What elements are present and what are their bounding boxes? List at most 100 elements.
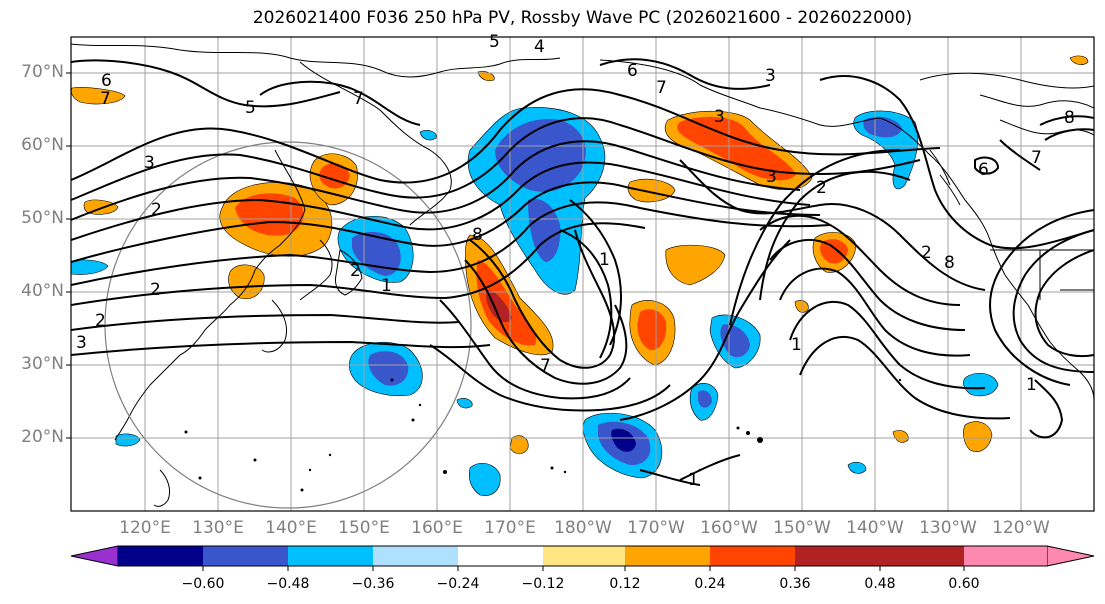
anomaly-blob	[509, 435, 529, 454]
anomaly-blob	[71, 259, 109, 275]
colorbar-segment	[203, 546, 288, 566]
contour-label: 3	[765, 66, 776, 86]
colorbar-segment	[118, 546, 203, 566]
colorbar-tick-label: 0.48	[864, 576, 896, 592]
map-title: 2026021400 F036 250 hPa PV, Rossby Wave …	[252, 8, 913, 28]
anomaly-blob	[368, 351, 409, 386]
contour-label: 3	[144, 153, 155, 173]
anomaly-blob	[1069, 55, 1089, 65]
anomaly-blob	[486, 290, 512, 323]
contour-label: 1	[599, 250, 610, 270]
lon-label: 160°W	[700, 518, 758, 538]
contour-labels: 6 7 5 4 5 6 7 3 2 1 2 8 1 7 3 2 1 7 2 8 …	[76, 32, 1075, 490]
colorbar	[70, 545, 1095, 571]
colorbar-tick-label: −0.48	[266, 576, 310, 592]
contour-label: 7	[353, 89, 364, 109]
contour-label: 2	[151, 200, 162, 220]
anomaly-blob	[419, 130, 437, 141]
colorbar-segment	[625, 546, 710, 566]
contour-label: 8	[472, 225, 483, 245]
anomaly-blob	[698, 390, 712, 408]
colorbar-tick-label: 0.36	[779, 576, 811, 592]
contour-label: 7	[100, 89, 111, 109]
lat-label: 60°N	[21, 135, 64, 155]
anomaly-blob	[469, 462, 501, 496]
anomaly-blob	[963, 372, 999, 397]
contour-label: 8	[944, 253, 955, 273]
lon-label: 150°W	[773, 518, 831, 538]
contour-label: 2	[150, 280, 161, 300]
contour-label: 1	[791, 335, 802, 355]
anomaly-blob	[665, 244, 726, 286]
lon-label: 140°E	[265, 518, 317, 538]
anomaly-blob	[465, 234, 554, 356]
colorbar-extend-low	[70, 545, 119, 567]
lon-label: 140°W	[846, 518, 904, 538]
lon-label: 130°W	[919, 518, 977, 538]
colorbar-tick-label: −0.36	[351, 576, 395, 592]
contour-label: 7	[1031, 148, 1042, 168]
axis-ticks	[66, 72, 71, 439]
contour-label: 1	[688, 470, 699, 490]
map-area	[71, 37, 1094, 511]
anomaly-blob	[228, 264, 265, 300]
anomaly-blob	[677, 116, 796, 181]
contour-label: 3	[76, 333, 87, 353]
anomaly-blob	[528, 198, 561, 262]
graticule	[71, 37, 1094, 511]
colorbar-tick-label: 0.12	[609, 576, 641, 592]
colorbar-segment	[373, 546, 458, 566]
anomaly-blob	[820, 239, 848, 264]
anomaly-blob	[476, 260, 537, 346]
contour-label: 5	[489, 32, 500, 52]
contour-label: 7	[656, 78, 667, 98]
colorbar-tick-label: 0.60	[948, 576, 980, 592]
colorbar-tick-label: −0.60	[181, 576, 225, 592]
contour-label: 6	[978, 160, 989, 180]
contour-label: 2	[921, 243, 932, 263]
map-frame	[70, 36, 1095, 512]
lon-label: 150°E	[338, 518, 390, 538]
colorbar-segment	[458, 546, 543, 566]
contour-label: 5	[245, 98, 256, 118]
contour-label: 4	[534, 37, 545, 57]
lat-label: 30°N	[21, 354, 64, 374]
contour-label: 7	[540, 356, 551, 376]
colorbar-segment	[964, 546, 1047, 566]
contour-label: 3	[766, 167, 777, 187]
anomaly-blob	[456, 398, 473, 409]
lon-label: 120°W	[992, 518, 1050, 538]
lat-label: 20°N	[21, 427, 64, 447]
contour-label: 2	[350, 261, 361, 281]
anomaly-blob	[71, 87, 126, 105]
anomaly-blob	[477, 71, 495, 82]
anomaly-blob	[637, 309, 667, 351]
lon-label: 170°W	[627, 518, 685, 538]
anomaly-blob	[863, 116, 902, 138]
anomaly-blob	[611, 428, 636, 452]
contour-label: 2	[816, 178, 827, 198]
contour-label: 1	[381, 276, 392, 296]
colorbar-segment	[288, 546, 373, 566]
contour-label: 6	[627, 61, 638, 81]
lat-label: 40°N	[21, 281, 64, 301]
colorbar-tick-label: −0.12	[521, 576, 565, 592]
lat-label: 70°N	[21, 62, 64, 82]
lon-label: 120°E	[119, 518, 171, 538]
lat-label: 50°N	[21, 208, 64, 228]
contour-label: 1	[1026, 375, 1037, 395]
lon-label: 130°E	[192, 518, 244, 538]
contour-label: 3	[714, 107, 725, 127]
anomaly-blob	[892, 430, 909, 443]
lon-label: 160°E	[411, 518, 463, 538]
colorbar-segment	[710, 546, 795, 566]
pv-contours	[71, 58, 1094, 486]
colorbar-segment	[795, 546, 880, 566]
colorbar-extend-high	[1046, 545, 1095, 567]
contour-label: 8	[1064, 108, 1075, 128]
colorbar-segment	[880, 546, 964, 566]
negative-anomalies	[71, 107, 999, 496]
contour-label: 6	[101, 71, 112, 91]
contour-label: 2	[95, 311, 106, 331]
